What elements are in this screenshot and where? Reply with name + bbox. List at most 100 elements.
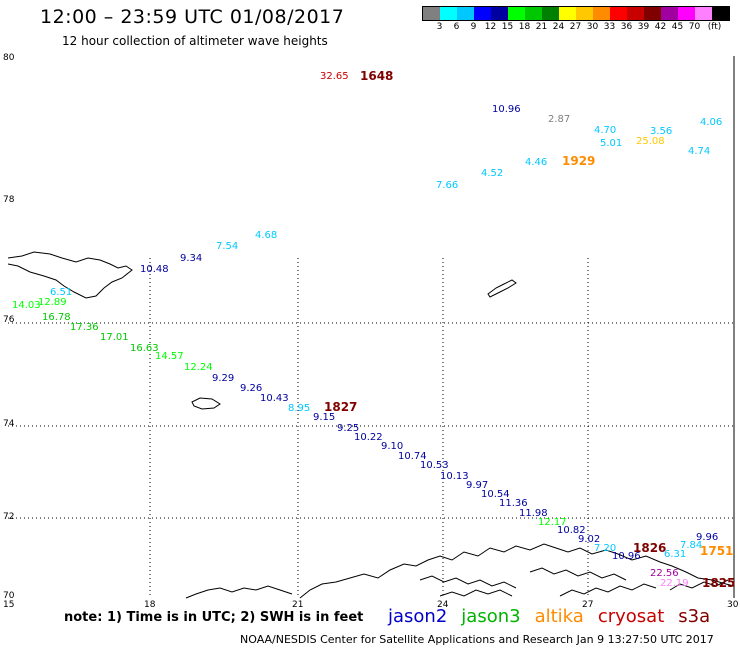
obs-value: 7.54 — [216, 241, 238, 252]
lon-label: 21 — [292, 600, 303, 610]
satellite-s3a: s3a — [678, 606, 711, 627]
obs-value: 9.02 — [578, 534, 600, 545]
color-legend-label: 45 — [671, 22, 684, 32]
satellite-jason3: jason3 — [461, 606, 521, 627]
obs-value: 4.52 — [481, 168, 503, 179]
page-title: 12:00 – 23:59 UTC 01/08/2017 — [40, 6, 345, 28]
lat-label: 72 — [3, 512, 14, 522]
obs-value: 10.82 — [557, 525, 586, 536]
obs-value: 9.15 — [313, 412, 335, 423]
obs-value: 11.36 — [499, 498, 528, 509]
color-legend-label: 12 — [484, 22, 497, 32]
obs-value: 4.46 — [525, 157, 547, 168]
color-swatch — [525, 7, 542, 20]
obs-value: 14.57 — [155, 351, 184, 362]
lat-label: 80 — [3, 53, 15, 63]
color-legend-label: 24 — [552, 22, 565, 32]
satellite-altika: altika — [534, 606, 584, 627]
obs-value: 22.56 — [650, 568, 679, 579]
obs-time: 1825 — [702, 576, 735, 590]
color-swatch — [576, 7, 593, 20]
obs-time: 1751 — [700, 544, 733, 558]
obs-value: 10.13 — [440, 471, 469, 482]
color-legend-label: 33 — [603, 22, 616, 32]
color-swatch — [474, 7, 491, 20]
color-swatch — [542, 7, 559, 20]
obs-time: 1648 — [360, 69, 393, 83]
lon-label: 30 — [727, 600, 739, 610]
color-legend-label: 21 — [535, 22, 548, 32]
obs-value: 12.17 — [538, 517, 567, 528]
credit-line: NOAA/NESDIS Center for Satellite Applica… — [240, 633, 714, 646]
obs-value: 12.89 — [38, 297, 67, 308]
satellite-legend: jason2 jason3 altika cryosat s3a — [388, 606, 710, 627]
lat-label: 74 — [3, 419, 15, 429]
obs-value: 9.29 — [212, 373, 234, 384]
obs-value: 4.74 — [688, 146, 710, 157]
color-legend-label: 15 — [501, 22, 514, 32]
coastline — [7, 251, 735, 599]
color-swatch — [559, 7, 576, 20]
obs-value: 9.96 — [696, 532, 718, 543]
color-legend-label: 27 — [569, 22, 582, 32]
color-swatch — [457, 7, 474, 20]
lon-label: 24 — [437, 600, 449, 610]
color-legend-label: 39 — [637, 22, 650, 32]
color-legend-label: 70 — [688, 22, 701, 32]
obs-value: 10.22 — [354, 432, 383, 443]
obs-value: 11.98 — [519, 508, 548, 519]
obs-value: 4.70 — [594, 125, 616, 136]
obs-value: 8.95 — [288, 403, 310, 414]
obs-value: 4.68 — [255, 230, 277, 241]
map-frame — [8, 56, 734, 598]
obs-value: 6.31 — [664, 549, 686, 560]
color-swatch — [440, 7, 457, 20]
color-legend-label: 3 — [436, 22, 443, 32]
graticule — [8, 258, 734, 598]
color-swatch — [593, 7, 610, 20]
lat-label: 76 — [3, 315, 15, 325]
obs-value: 10.48 — [140, 264, 169, 275]
color-swatch — [508, 7, 525, 20]
satellite-jason2: jason2 — [388, 606, 448, 627]
obs-value: 7.84 — [680, 540, 702, 551]
color-legend-label: 42 — [654, 22, 667, 32]
obs-value: 10.43 — [260, 393, 289, 404]
lon-label: 18 — [144, 600, 156, 610]
color-swatch — [491, 7, 508, 20]
obs-value: 16.63 — [130, 343, 159, 354]
obs-value: 10.96 — [612, 551, 641, 562]
obs-time: 1826 — [633, 541, 666, 555]
lon-label: 15 — [3, 600, 14, 610]
obs-value: 9.34 — [180, 253, 202, 264]
page-subtitle: 12 hour collection of altimeter wave hei… — [62, 34, 328, 48]
obs-value: 6.51 — [50, 287, 72, 298]
color-swatch — [712, 7, 729, 20]
obs-value: 25.08 — [636, 136, 665, 147]
color-legend-label: 18 — [518, 22, 531, 32]
color-legend-label: 36 — [620, 22, 633, 32]
obs-value: 14.03 — [12, 300, 41, 311]
satellite-cryosat: cryosat — [597, 606, 665, 627]
obs-time: 1929 — [562, 154, 595, 168]
obs-value: 32.65 — [320, 71, 349, 82]
color-swatch — [423, 7, 440, 20]
obs-time: 1827 — [324, 400, 357, 414]
color-swatch — [678, 7, 695, 20]
obs-value: 5.01 — [600, 138, 622, 149]
obs-value: 10.74 — [398, 451, 427, 462]
color-legend-label: 30 — [586, 22, 599, 32]
color-swatch — [695, 7, 712, 20]
obs-value: 9.25 — [337, 423, 359, 434]
obs-value: 22.19 — [660, 578, 689, 589]
obs-value: 17.36 — [70, 322, 99, 333]
color-legend-label: 9 — [470, 22, 477, 32]
color-swatch — [627, 7, 644, 20]
obs-value: 10.96 — [492, 104, 521, 115]
footer-note: note: 1) Time is in UTC; 2) SWH is in fe… — [64, 610, 364, 625]
color-swatch — [610, 7, 627, 20]
obs-value: 12.24 — [184, 362, 213, 373]
color-legend — [422, 6, 730, 21]
obs-value: 9.10 — [381, 441, 403, 452]
